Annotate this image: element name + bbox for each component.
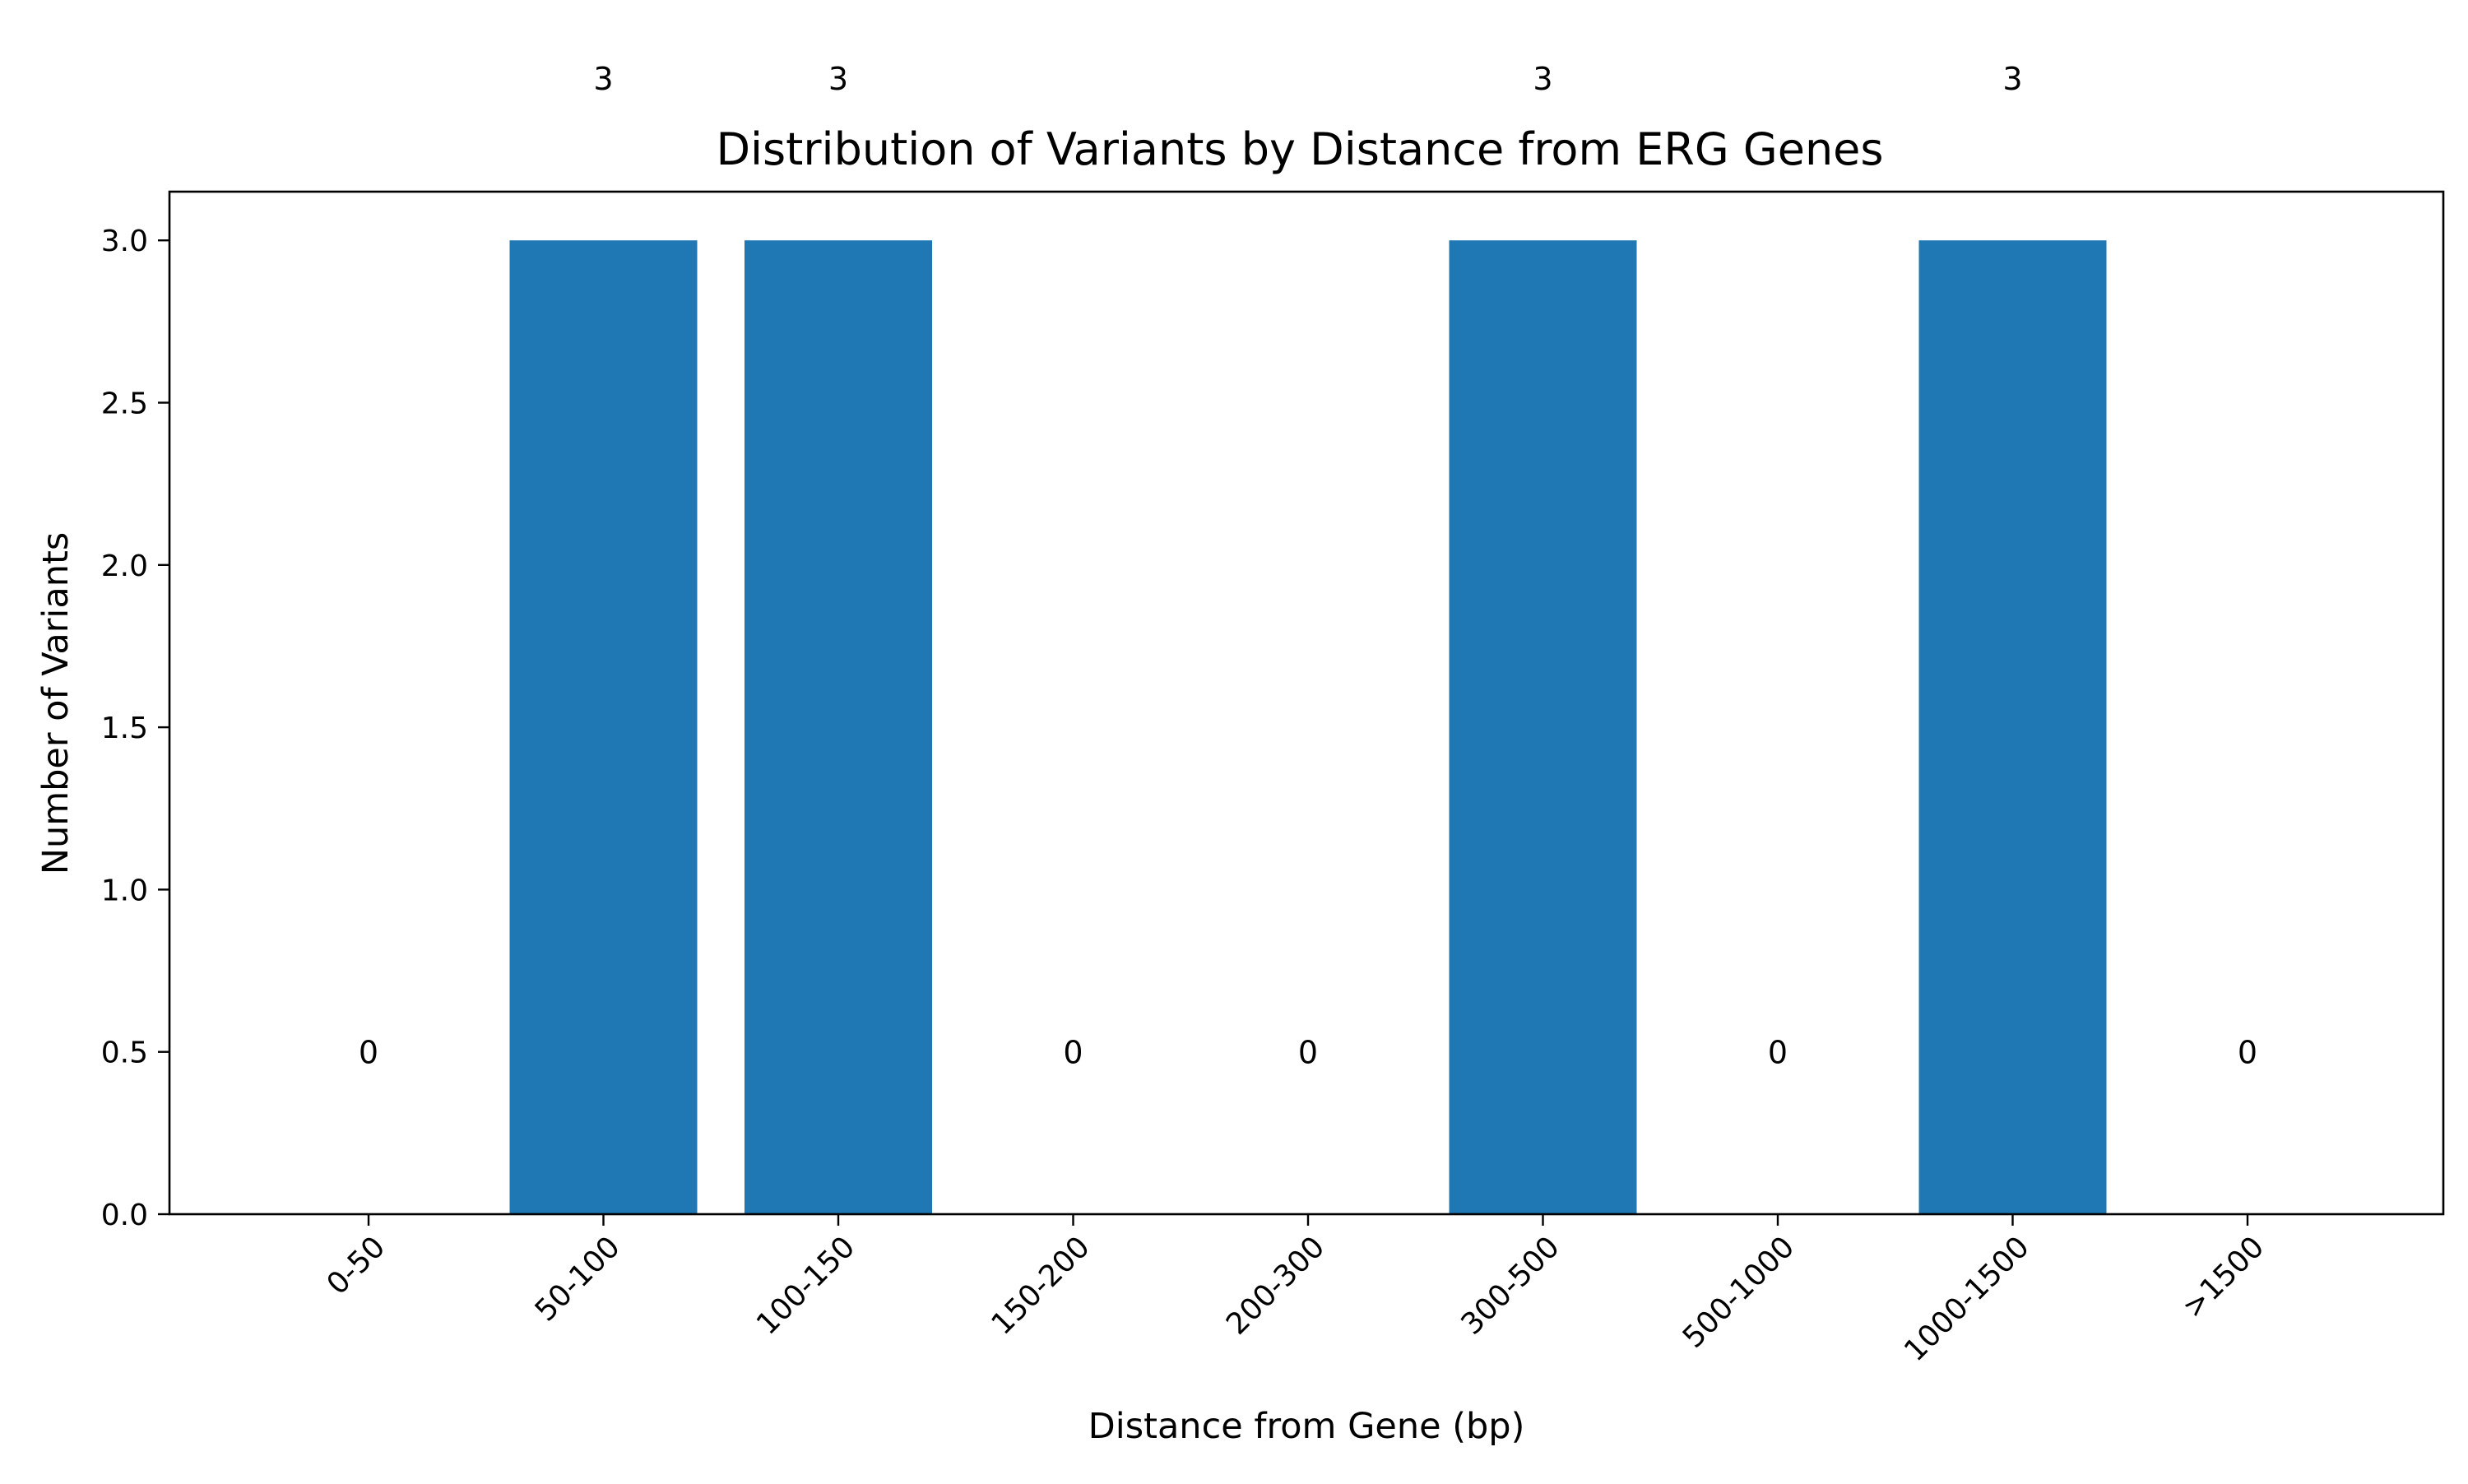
y-tick-label-0: 0.0 <box>101 1199 148 1232</box>
bar-7 <box>1918 240 2107 1215</box>
data-label-7: 3 <box>2002 61 2022 97</box>
bar-5 <box>1449 240 1637 1215</box>
y-axis: 0.0 0.5 1.0 1.5 2.0 2.5 3.0 <box>101 225 169 1232</box>
bar-2 <box>745 240 932 1215</box>
y-tick-label-4: 2.0 <box>101 550 148 583</box>
bars-layer <box>509 240 2107 1215</box>
plot-area-frame <box>168 190 2445 1216</box>
data-label-6: 0 <box>1768 1035 1788 1071</box>
chart-title: Distribution of Variants by Distance fro… <box>716 123 1883 175</box>
y-tick-label-3: 1.5 <box>101 712 148 745</box>
x-axis-label: Distance from Gene (bp) <box>1088 1406 1525 1447</box>
y-tick-label-5: 2.5 <box>101 387 148 421</box>
data-label-2: 3 <box>828 61 848 97</box>
y-tick-label-2: 1.0 <box>101 874 148 907</box>
data-label-4: 0 <box>1298 1035 1318 1071</box>
data-label-8: 0 <box>2238 1035 2257 1071</box>
data-label-1: 3 <box>593 61 613 97</box>
data-label-3: 0 <box>1063 1035 1083 1071</box>
data-label-0: 0 <box>359 1035 378 1071</box>
data-labels-layer: 0 3 3 0 0 3 0 3 0 <box>359 61 2257 1071</box>
y-tick-label-6: 3.0 <box>101 225 148 258</box>
y-axis-label: Number of Variants <box>35 532 77 874</box>
bar-1 <box>509 240 698 1215</box>
data-label-5: 3 <box>1533 61 1552 97</box>
y-tick-label-1: 0.5 <box>101 1036 148 1070</box>
